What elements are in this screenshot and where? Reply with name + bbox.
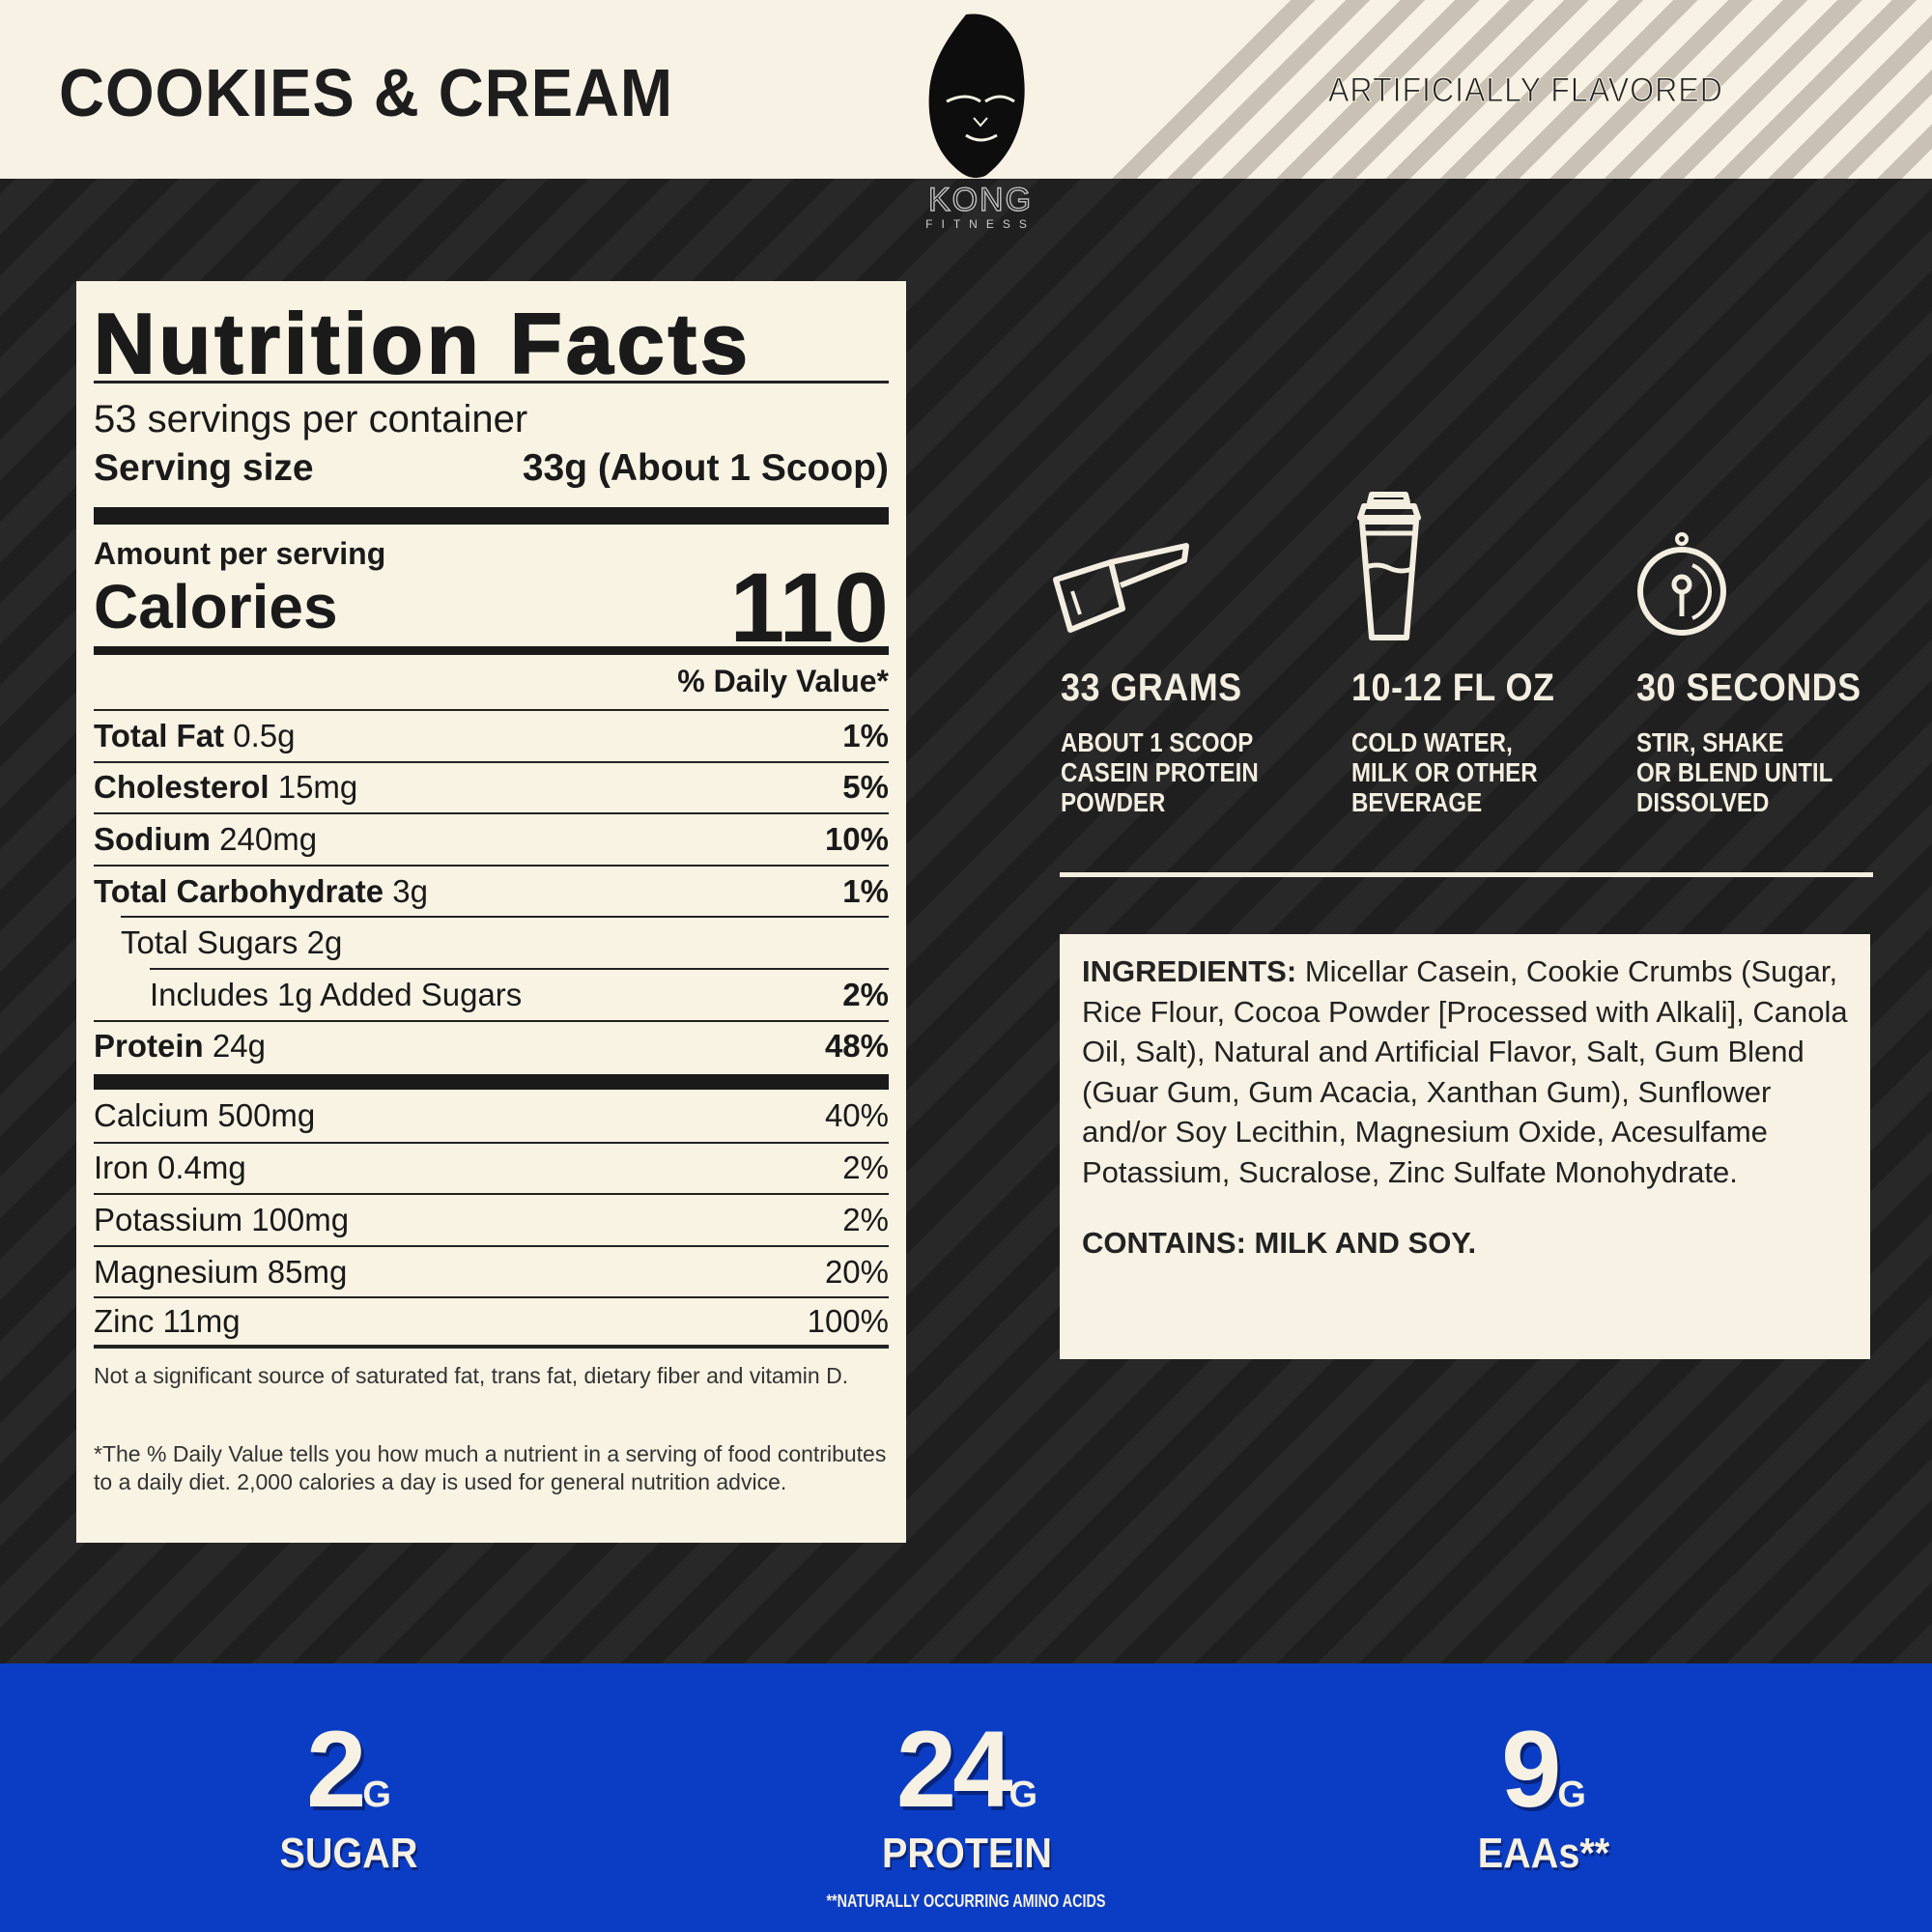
direction-title: 10-12 FL OZ <box>1351 667 1555 709</box>
nutrient-row: Protein 24g 48% <box>94 1019 889 1072</box>
nutrient-row: Total Sugars 2g <box>121 916 889 968</box>
direction-text: STIR, SHAKE OR BLEND UNTIL DISSOLVED <box>1636 727 1833 817</box>
mineral-row: Zinc 11mg 100% <box>94 1296 889 1349</box>
mineral-row: Calcium 500mg 40% <box>94 1096 889 1133</box>
stat-eaas: 9G EAAs** <box>1477 1709 1610 1878</box>
nutrition-title: Nutrition Facts <box>93 295 752 392</box>
ingredients-text: INGREDIENTS: Micellar Casein, Cookie Cru… <box>1082 954 1848 1189</box>
direction-title: 33 GRAMS <box>1061 667 1242 709</box>
scoop-icon <box>1053 543 1189 633</box>
direction-liquid: 10-12 FL OZ COLD WATER, MILK OR OTHER BEVE… <box>1351 667 1577 817</box>
stat-protein: 24G PROTEIN <box>881 1709 1053 1878</box>
serving-size-label: Serving size <box>94 447 314 489</box>
nutrient-row: Sodium 240mg 10% <box>94 812 889 865</box>
rule <box>94 646 889 655</box>
calories-label: Calories <box>94 572 338 641</box>
nutrient-row: Total Carbohydrate 3g 1% <box>94 864 889 917</box>
serving-size-value: 33g (About 1 Scoop) <box>522 447 889 489</box>
mineral-row: Potassium 100mg 2% <box>94 1193 889 1245</box>
footnote-daily-value: *The % Daily Value tells you how much a … <box>94 1441 887 1494</box>
thick-rule <box>94 507 889 525</box>
mineral-list: Calcium 500mg 40% Iron 0.4mg 2% Potassium … <box>94 1090 889 1349</box>
allergen-statement: CONTAINS: MILK AND SOY. <box>1082 1226 1477 1260</box>
ingredients-box: INGREDIENTS: Micellar Casein, Cookie Cru… <box>1060 934 1870 1359</box>
servings-per-container: 53 servings per container <box>94 398 528 440</box>
direction-amount: 33 GRAMS ABOUT 1 SCOOP CASEIN PROTEIN POWD… <box>1061 667 1291 817</box>
nutrient-list: Total Fat 0.5g 1% Cholesterol 15mg 5% Sodi… <box>94 709 889 1071</box>
mineral-row: Magnesium 85mg 20% <box>94 1244 889 1297</box>
flavor-claim: ARTIFICIALLY FLAVORED <box>1328 71 1723 110</box>
nutrient-row: Cholesterol 15mg 5% <box>94 760 889 813</box>
rule <box>94 381 889 384</box>
amount-per-serving: Amount per serving <box>94 536 386 571</box>
nutrition-facts-panel: Nutrition Facts 53 servings per containe… <box>76 281 906 1543</box>
thick-rule <box>94 1074 889 1090</box>
divider <box>1060 872 1873 877</box>
footnote-not-significant: Not a significant source of saturated fa… <box>94 1363 849 1388</box>
serving-size: Serving size 33g (About 1 Scoop) <box>94 447 889 490</box>
kong-fitness-logo: KONG FITNESS <box>908 10 1053 232</box>
logo-subtitle: FITNESS <box>925 217 1036 231</box>
stat-sugar: 2G SUGAR <box>279 1709 418 1878</box>
nutrient-row: Includes 1g Added Sugars 2% <box>150 967 889 1020</box>
shaker-icon <box>1357 492 1421 640</box>
mineral-row: Iron 0.4mg 2% <box>94 1141 889 1194</box>
timer-icon <box>1637 532 1726 636</box>
flavor-title: COOKIES & CREAM <box>59 55 674 130</box>
ingredients-label: INGREDIENTS: <box>1082 954 1297 988</box>
nutrient-row: Total Fat 0.5g 1% <box>94 709 889 761</box>
stats-band: 2G SUGAR 24G PROTEIN 9G EAAs** **NATURAL… <box>0 1663 1932 1932</box>
gorilla-icon <box>928 14 1025 179</box>
logo-wordmark: KONG <box>927 181 1034 219</box>
direction-time: 30 SECONDS STIR, SHAKE OR BLEND UNTIL DISS… <box>1636 667 1886 817</box>
calories-value: 110 <box>729 553 889 663</box>
daily-value-header: % Daily Value* <box>677 664 889 698</box>
direction-title: 30 SECONDS <box>1636 667 1861 709</box>
amino-acids-footnote: **NATURALLY OCCURRING AMINO ACIDS <box>826 1891 1106 1911</box>
direction-text: COLD WATER, MILK OR OTHER BEVERAGE <box>1351 727 1538 817</box>
direction-text: ABOUT 1 SCOOP CASEIN PROTEIN POWDER <box>1061 727 1259 817</box>
